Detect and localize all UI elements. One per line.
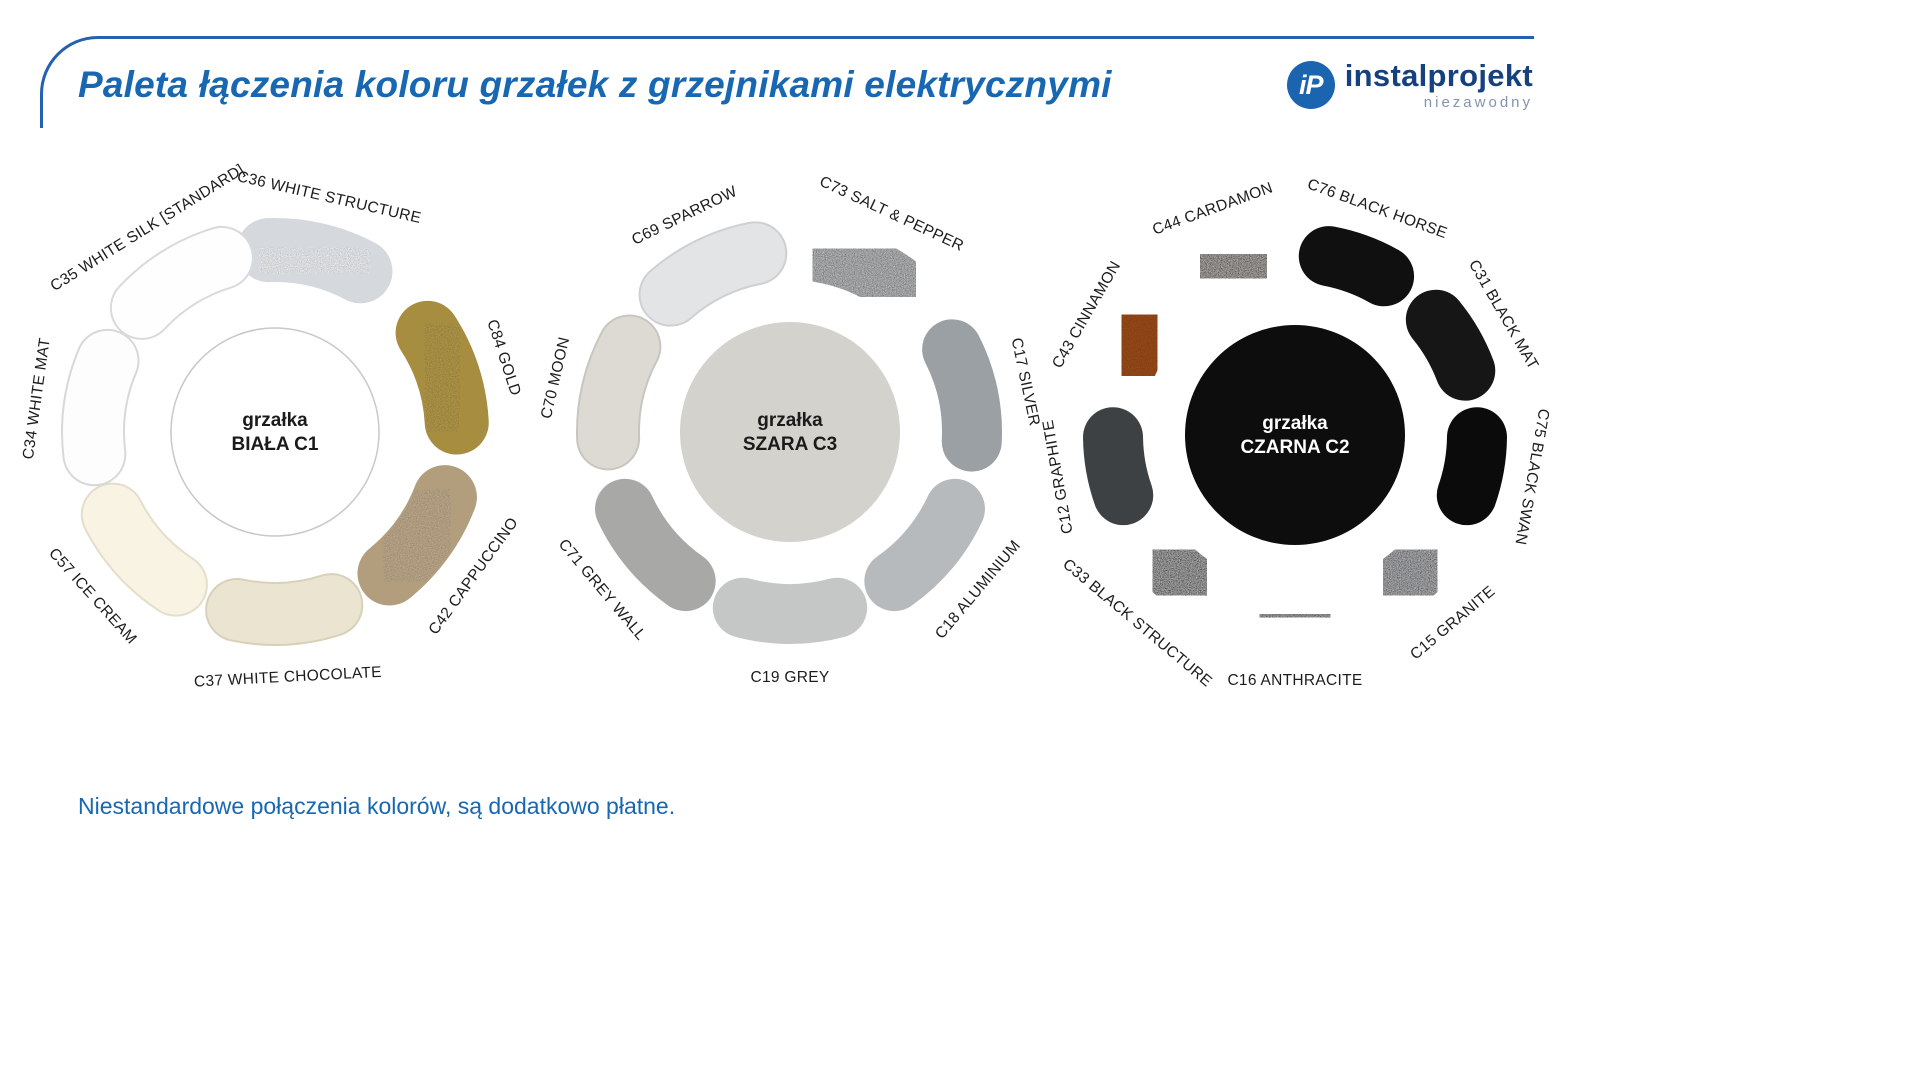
segment-label-c70-moon: C70 MOON bbox=[538, 335, 573, 420]
segment-label-c36-white-structure: C36 WHITE STRUCTURE bbox=[235, 168, 422, 227]
segment-c57-ice-cream bbox=[82, 484, 206, 615]
segment-c36-white-structure bbox=[238, 220, 391, 302]
segment-label-c37-white-chocolate: C37 WHITE CHOCOLATE bbox=[194, 664, 383, 691]
segment-c34-white-mat bbox=[63, 330, 138, 485]
segment-c37-white-chocolate bbox=[207, 575, 362, 644]
center-circle-czarna-c2 bbox=[1185, 325, 1405, 545]
segment-c44-cardamon bbox=[1175, 226, 1292, 307]
segment-c17-silver bbox=[922, 319, 1002, 472]
segment-c15-granite bbox=[1357, 523, 1463, 622]
center-label-szara-c3-line2: SZARA C3 bbox=[743, 434, 837, 455]
segment-label-c34-white-mat: C34 WHITE MAT bbox=[20, 337, 54, 461]
segment-c73-salt-pepper bbox=[791, 222, 938, 323]
logo-monogram: iP bbox=[1299, 69, 1323, 100]
logo: iP instalprojekt niezawodny bbox=[1286, 58, 1533, 111]
segment-label-c19-grey: C19 GREY bbox=[750, 669, 829, 686]
center-label-czarna-c2-line2: CZARNA C2 bbox=[1240, 437, 1349, 458]
segment-c43-cinnamon bbox=[1094, 289, 1185, 401]
center-label-szara-c3-line1: grzałka bbox=[757, 410, 823, 431]
footer-note: Niestandardowe połączenia kolorów, są do… bbox=[78, 793, 676, 819]
center-label-czarna-c2-line1: grzałka bbox=[1262, 413, 1328, 434]
center-label-bia-a-c1-line1: grzałka bbox=[242, 410, 308, 431]
header-rule bbox=[40, 36, 1534, 128]
page-title: Paleta łączenia koloru grzałek z grzejni… bbox=[78, 64, 1112, 105]
segment-c71-grey-wall bbox=[595, 478, 716, 612]
center-circle-bia-a-c1 bbox=[170, 327, 380, 537]
segment-c70-moon bbox=[578, 316, 660, 469]
segment-c84-gold bbox=[397, 302, 487, 453]
segment-c19-grey bbox=[712, 577, 868, 644]
segment-c75-black-swan bbox=[1436, 407, 1507, 526]
segment-c42-cappuccino bbox=[359, 467, 475, 604]
segment-label-c16-anthracite: C16 ANTHRACITE bbox=[1227, 672, 1362, 689]
segment-label-c12-graphite: C12 GRAPHITE bbox=[1040, 418, 1077, 535]
segment-label-c75-black-swan: C75 BLACK SWAN bbox=[1511, 407, 1552, 546]
logo-ip-icon: iP bbox=[1286, 61, 1335, 110]
segment-c33-black-structure bbox=[1127, 523, 1233, 622]
segment-c76-black-horse bbox=[1298, 226, 1415, 307]
logo-text: instalprojekt niezawodny bbox=[1344, 58, 1533, 111]
logo-tagline: niezawodny bbox=[1423, 93, 1533, 111]
center-circle-szara-c3 bbox=[680, 322, 900, 542]
segment-c69-sparrow bbox=[640, 223, 786, 325]
segment-c16-anthracite bbox=[1235, 584, 1355, 647]
segment-c18-aluminium bbox=[864, 478, 985, 612]
center-label-bia-a-c1-line2: BIAŁA C1 bbox=[232, 434, 319, 455]
segment-c35-white-silk-standard bbox=[111, 227, 252, 338]
logo-brand: instalprojekt bbox=[1344, 58, 1533, 93]
segment-c31-black-mat bbox=[1405, 289, 1496, 401]
segment-c12-graphite bbox=[1083, 407, 1154, 526]
